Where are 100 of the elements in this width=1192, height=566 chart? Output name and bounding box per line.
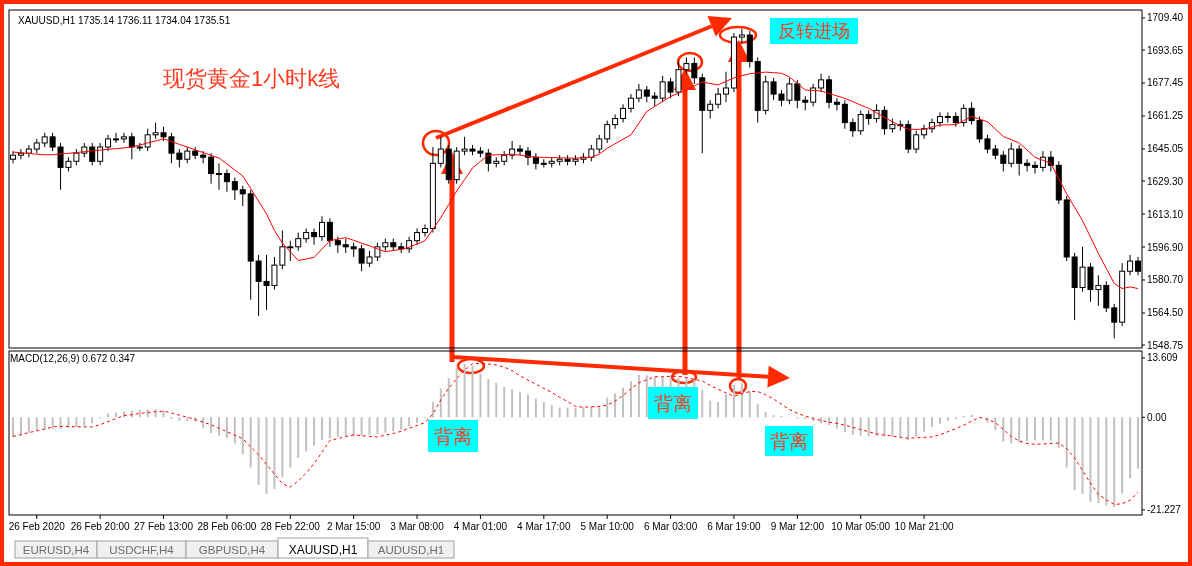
- bar: [820, 417, 823, 424]
- bar: [408, 417, 411, 427]
- candlestick: [596, 134, 603, 154]
- annotation: MACD(12,26,9) 0.672 0.347: [10, 353, 136, 364]
- candlestick: [120, 132, 127, 144]
- y-tick-label: -21.227: [1147, 504, 1182, 516]
- bar: [1137, 417, 1139, 469]
- x-tick-label: 10 Mar 05:00: [831, 521, 891, 532]
- bar: [313, 417, 316, 446]
- bar: [582, 407, 585, 418]
- bar: [225, 417, 228, 439]
- bar: [574, 407, 577, 418]
- bar: [178, 417, 181, 421]
- bar: [431, 402, 434, 418]
- annotation: 背离: [434, 425, 472, 447]
- x-tick-label: 26 Feb 2020: [8, 521, 66, 532]
- candlestick: [223, 168, 230, 193]
- bar: [107, 413, 110, 418]
- y-tick-label: 1709.40: [1147, 12, 1184, 24]
- bar: [606, 397, 609, 418]
- text: USDCHF,H4: [109, 544, 175, 556]
- bar: [534, 398, 537, 418]
- candlestick: [1032, 160, 1039, 174]
- bar: [289, 417, 292, 468]
- bar: [938, 417, 941, 424]
- x-tick-label: 9 Mar 12:00: [770, 521, 825, 532]
- x-tick-label: 4 Mar 17:00: [517, 521, 571, 532]
- candlestick: [826, 75, 833, 109]
- candlestick: [208, 152, 215, 185]
- bar: [503, 386, 506, 418]
- bar: [1097, 417, 1100, 504]
- x-tick-label: 28 Feb 06:00: [197, 521, 257, 532]
- x-tick-label: 4 Mar 01:00: [453, 521, 508, 532]
- bar: [764, 412, 767, 418]
- bar: [257, 417, 260, 485]
- candlestick: [707, 99, 714, 120]
- x-tick-label: 6 Mar 03:00: [643, 521, 698, 532]
- bar: [526, 394, 529, 418]
- candlestick: [604, 120, 611, 144]
- bar: [1129, 417, 1132, 479]
- candlestick: [311, 227, 318, 246]
- bar: [915, 417, 918, 437]
- bar: [210, 417, 213, 433]
- x-tick-label: 5 Mar 10:00: [580, 521, 635, 532]
- bar: [946, 417, 949, 421]
- y-tick-label: 1548.75: [1147, 339, 1184, 351]
- bar: [994, 417, 997, 430]
- text: XAUUSD,H1: [288, 543, 358, 557]
- bar: [1089, 417, 1092, 502]
- candlestick: [437, 136, 444, 168]
- bar: [851, 417, 854, 435]
- bar: [336, 417, 339, 437]
- bar: [27, 417, 30, 433]
- bar: [12, 417, 14, 437]
- bar: [891, 417, 894, 437]
- bar: [709, 400, 712, 418]
- text: AUDUSD,H1: [377, 544, 445, 556]
- annotation: 背离: [770, 430, 808, 452]
- bar: [400, 417, 403, 430]
- bar: [368, 417, 371, 435]
- bar: [558, 407, 561, 418]
- bar: [637, 374, 640, 418]
- bar: [241, 417, 244, 455]
- bar: [907, 417, 910, 440]
- bar: [1018, 417, 1021, 443]
- bar: [701, 390, 704, 418]
- candlestick: [841, 99, 848, 130]
- candlestick: [215, 162, 222, 191]
- bar: [439, 388, 442, 418]
- candlestick: [128, 132, 135, 160]
- y-tick-label: 1645.05: [1147, 143, 1184, 155]
- bar: [67, 417, 70, 429]
- bar: [344, 417, 347, 437]
- candlestick: [295, 232, 302, 252]
- bar: [217, 417, 220, 436]
- bar: [1010, 417, 1013, 444]
- y-tick-label: 1677.45: [1147, 77, 1184, 89]
- candlestick: [509, 140, 516, 160]
- bar: [1081, 417, 1084, 495]
- bar: [867, 417, 870, 437]
- candlestick: [1024, 158, 1031, 172]
- candlestick: [239, 185, 246, 207]
- bar: [249, 417, 252, 468]
- candlestick: [833, 97, 840, 111]
- bar: [732, 385, 735, 418]
- candlestick: [810, 83, 817, 107]
- bar: [1041, 417, 1044, 441]
- bar: [519, 391, 522, 418]
- bar: [75, 417, 78, 428]
- bar: [91, 417, 94, 424]
- candlestick: [517, 144, 524, 156]
- bar: [162, 410, 165, 418]
- bar: [725, 394, 728, 418]
- bar: [416, 417, 419, 423]
- bar: [455, 367, 458, 418]
- bar: [463, 364, 466, 418]
- candlestick: [635, 83, 642, 103]
- candlestick: [738, 28, 745, 44]
- annotation: 背离: [654, 392, 692, 414]
- bar: [384, 417, 387, 433]
